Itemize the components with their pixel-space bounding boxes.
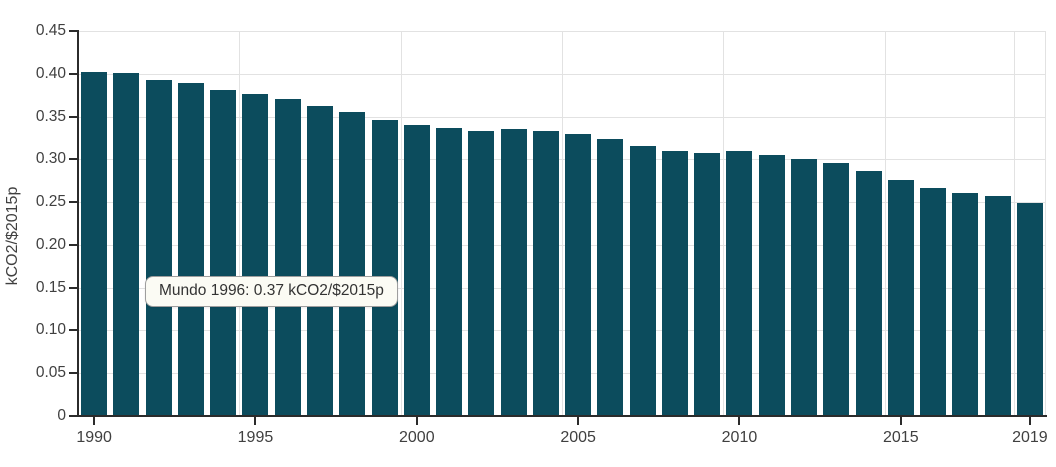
- x-grid-line: [562, 31, 563, 416]
- y-tick-mark: [69, 243, 77, 246]
- y-tick-mark: [69, 286, 77, 289]
- bar-2002[interactable]: [468, 131, 495, 416]
- bar-2003[interactable]: [500, 129, 527, 416]
- x-tick-mark: [415, 417, 418, 425]
- bar-2009[interactable]: [694, 153, 721, 416]
- bar-1992[interactable]: [145, 79, 172, 416]
- y-tick-mark: [69, 115, 77, 118]
- bar-1990[interactable]: [81, 72, 108, 416]
- plot-area: [78, 31, 1046, 416]
- y-tick-mark: [69, 72, 77, 75]
- bar-1994[interactable]: [210, 90, 237, 416]
- bar-2010[interactable]: [726, 150, 753, 416]
- bar-1991[interactable]: [113, 72, 140, 416]
- x-grid-line: [723, 31, 725, 416]
- y-tick-mark: [69, 329, 77, 332]
- y-tick-label: 0.45: [35, 22, 66, 39]
- y-tick-mark: [69, 158, 77, 161]
- bar-2017[interactable]: [952, 192, 979, 416]
- bar-1999[interactable]: [371, 119, 398, 416]
- x-grid-line: [1013, 31, 1015, 416]
- bar-2004[interactable]: [532, 131, 559, 416]
- y-tick-mark: [69, 30, 77, 32]
- y-tick-label: 0.05: [35, 364, 66, 382]
- x-tick-label: 1995: [237, 429, 274, 446]
- x-tick-mark: [738, 417, 741, 425]
- bar-2008[interactable]: [661, 150, 688, 416]
- y-tick-label: 0.10: [35, 321, 66, 339]
- bar-2014[interactable]: [855, 171, 882, 416]
- bar-1997[interactable]: [307, 106, 333, 416]
- x-tick-mark: [577, 417, 580, 425]
- bar-2012[interactable]: [791, 159, 817, 416]
- bar-2016[interactable]: [920, 187, 947, 416]
- bar-2007[interactable]: [629, 145, 656, 416]
- x-tick-label: 2015: [883, 429, 919, 446]
- x-tick-label: 1990: [76, 429, 112, 446]
- y-tick-mark: [69, 372, 77, 375]
- x-tick-label: 2019: [1012, 429, 1048, 446]
- y-tick-mark: [69, 201, 77, 204]
- y-tick-label: 0.40: [35, 64, 66, 82]
- x-tick-label: 2005: [560, 429, 596, 446]
- y-tick-label: 0.20: [35, 235, 66, 253]
- bar-2006[interactable]: [597, 138, 624, 416]
- x-tick-mark: [93, 417, 96, 425]
- y-tick-label: 0.35: [35, 107, 66, 125]
- bar-2000[interactable]: [403, 125, 430, 416]
- y-axis-line: [76, 30, 79, 417]
- x-tick-mark: [254, 417, 257, 425]
- bar-2018[interactable]: [984, 196, 1011, 416]
- y-tick-label: 0.25: [35, 193, 66, 211]
- x-tick-mark: [899, 417, 902, 425]
- x-grid-line: [239, 31, 241, 416]
- tooltip: Mundo 1996: 0.37 kCO2/$2015p: [145, 276, 398, 307]
- y-tick-mark: [69, 415, 77, 417]
- x-tick-label: 2010: [721, 429, 758, 446]
- bar-2019[interactable]: [1016, 202, 1043, 416]
- bar-2015[interactable]: [887, 179, 914, 416]
- bar-1998[interactable]: [339, 112, 366, 416]
- x-axis-line: [76, 415, 1047, 417]
- bar-2011[interactable]: [758, 155, 785, 416]
- bar-2013[interactable]: [823, 162, 850, 416]
- x-tick-mark: [1028, 417, 1031, 425]
- x-grid-line: [400, 31, 402, 416]
- y-tick-label: 0: [57, 407, 66, 424]
- bar-1993[interactable]: [177, 83, 204, 416]
- plot-right-border: [1045, 31, 1046, 416]
- y-tick-label: 0.30: [35, 150, 66, 168]
- bar-2001[interactable]: [436, 127, 463, 416]
- bar-1995[interactable]: [242, 94, 269, 416]
- x-tick-label: 2000: [399, 429, 435, 446]
- y-tick-label: 0.15: [35, 278, 66, 296]
- bar-1996[interactable]: [274, 99, 301, 416]
- bar-2005[interactable]: [565, 133, 592, 416]
- x-grid-line: [884, 31, 886, 416]
